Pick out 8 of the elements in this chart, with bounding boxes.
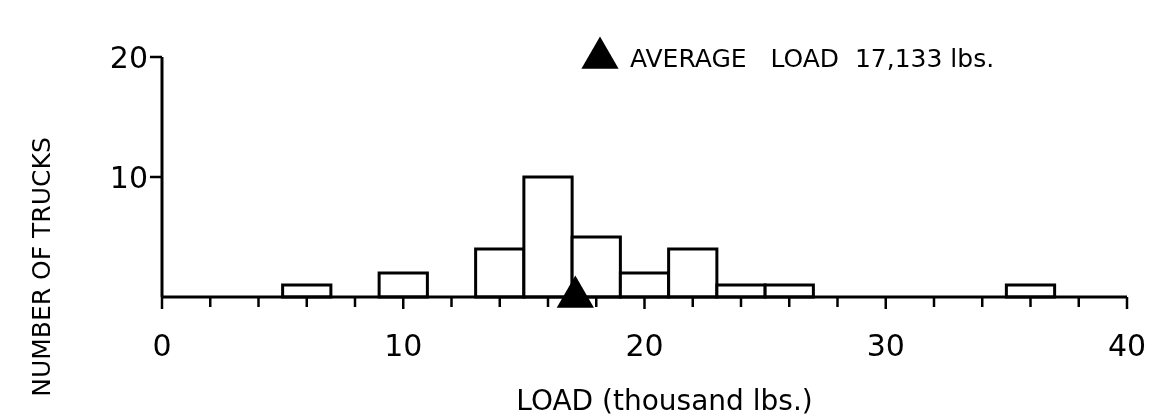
legend-label: AVERAGE LOAD 17,133 lbs. — [630, 43, 995, 73]
x-tick-label: 20 — [625, 328, 664, 363]
x-tick-label: 30 — [866, 328, 905, 363]
x-axis-title: LOAD (thousand lbs.) — [516, 384, 813, 417]
x-tick-label: 10 — [384, 328, 423, 363]
x-tick-label: 0 — [152, 328, 172, 363]
x-tick-label: 40 — [1107, 328, 1147, 363]
y-axis-title: NUMBER OF TRUCKS — [27, 137, 56, 397]
